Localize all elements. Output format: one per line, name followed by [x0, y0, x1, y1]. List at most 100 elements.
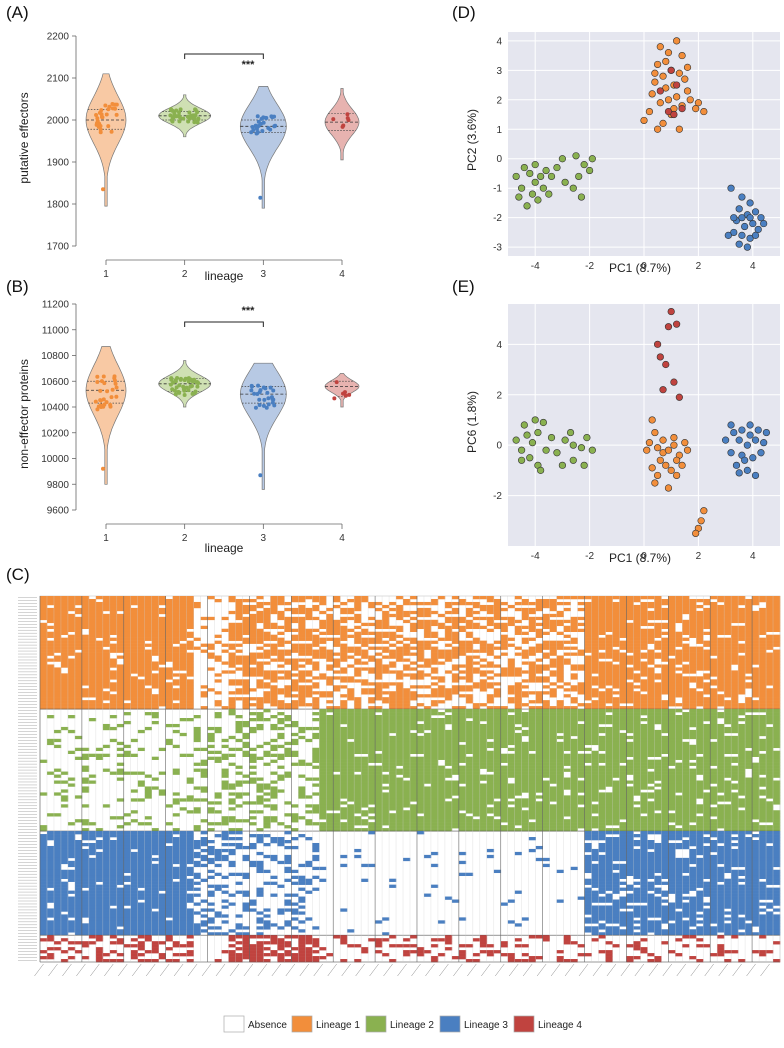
heatmap-cell — [131, 703, 138, 706]
heatmap-cell — [578, 775, 585, 778]
heatmap-cell — [89, 599, 96, 602]
heatmap-cell — [131, 679, 138, 682]
heatmap-cell — [522, 608, 529, 611]
heatmap-cell — [452, 742, 459, 745]
heatmap-cell — [166, 626, 173, 629]
heatmap-cell — [647, 760, 654, 763]
heatmap-cell — [605, 650, 612, 653]
heatmap-cell — [277, 688, 284, 691]
heatmap-cell — [724, 712, 731, 715]
heatmap-cell — [215, 656, 222, 659]
heatmap-cell — [75, 635, 82, 638]
heatmap-cell — [354, 751, 361, 754]
heatmap-cell — [40, 682, 47, 685]
heatmap-cell — [256, 724, 263, 727]
y-tick-label: -2 — [493, 491, 502, 502]
heatmap-cell — [249, 638, 256, 641]
heatmap-cell — [668, 658, 675, 661]
heatmap-cell — [277, 599, 284, 602]
heatmap-cell — [145, 775, 152, 778]
heatmap-cell — [487, 620, 494, 623]
heatmap-cell — [263, 661, 270, 664]
heatmap-cell — [550, 623, 557, 626]
heatmap-cell — [424, 733, 431, 736]
heatmap-cell — [389, 754, 396, 757]
point-lineage-2 — [535, 429, 542, 436]
heatmap-cell — [640, 682, 647, 685]
heatmap-cell — [242, 691, 249, 694]
data-point — [262, 398, 266, 402]
heatmap-cell — [82, 700, 89, 703]
heatmap-cell — [284, 754, 291, 757]
heatmap-cell — [703, 745, 710, 748]
heatmap-cell — [103, 676, 110, 679]
heatmap-cell — [654, 733, 661, 736]
heatmap-cell — [550, 658, 557, 661]
heatmap-cell — [375, 772, 382, 775]
heatmap-cell — [333, 775, 340, 778]
x-tick-label: -4 — [531, 551, 540, 562]
heatmap-cell — [598, 721, 605, 724]
heatmap-cell — [242, 733, 249, 736]
heatmap-cell — [466, 602, 473, 605]
heatmap-cell — [598, 709, 605, 712]
heatmap-cell — [473, 736, 480, 739]
heatmap-cell — [640, 760, 647, 763]
heatmap-cell — [82, 679, 89, 682]
heatmap-cell — [766, 682, 773, 685]
heatmap-cell — [494, 641, 501, 644]
data-point — [103, 103, 107, 107]
heatmap-cell — [668, 632, 675, 635]
heatmap-cell — [682, 679, 689, 682]
heatmap-cell — [61, 673, 68, 676]
heatmap-cell — [529, 772, 536, 775]
heatmap-cell — [354, 721, 361, 724]
heatmap-cell — [640, 703, 647, 706]
heatmap-cell — [640, 623, 647, 626]
heatmap-cell — [543, 742, 550, 745]
heatmap-cell — [194, 769, 201, 772]
heatmap-cell — [459, 685, 466, 688]
heatmap-cell — [773, 742, 780, 745]
heatmap-cell — [647, 605, 654, 608]
heatmap-cell — [550, 661, 557, 664]
heatmap-cell — [173, 658, 180, 661]
heatmap-cell — [522, 733, 529, 736]
heatmap-cell — [235, 721, 242, 724]
heatmap-cell — [431, 760, 438, 763]
heatmap-cell — [473, 623, 480, 626]
heatmap-cell — [543, 656, 550, 659]
heatmap-cell — [166, 685, 173, 688]
heatmap-cell — [242, 661, 249, 664]
heatmap-cell — [117, 703, 124, 706]
heatmap-cell — [333, 623, 340, 626]
heatmap-cell — [291, 754, 298, 757]
heatmap-cell — [585, 641, 592, 644]
heatmap-cell — [152, 700, 159, 703]
heatmap-cell — [494, 694, 501, 697]
heatmap-cell — [598, 611, 605, 614]
heatmap-cell — [61, 596, 68, 599]
heatmap-cell — [605, 647, 612, 650]
point-lineage-1 — [701, 507, 708, 514]
heatmap-cell — [710, 653, 717, 656]
point-lineage-3 — [736, 241, 743, 248]
heatmap-cell — [640, 673, 647, 676]
heatmap-cell — [242, 667, 249, 670]
heatmap-cell — [605, 629, 612, 632]
heatmap-cell — [138, 673, 145, 676]
heatmap-cell — [396, 691, 403, 694]
point-lineage-1 — [662, 58, 669, 65]
heatmap-cell — [557, 730, 564, 733]
heatmap-cell — [675, 599, 682, 602]
heatmap-cell — [361, 641, 368, 644]
heatmap-cell — [361, 766, 368, 769]
heatmap-cell — [263, 623, 270, 626]
heatmap-cell — [682, 670, 689, 673]
heatmap-cell — [82, 656, 89, 659]
heatmap-cell — [612, 709, 619, 712]
heatmap-cell — [738, 724, 745, 727]
heatmap-cell — [452, 739, 459, 742]
heatmap-cell — [235, 748, 242, 751]
heatmap-cell — [612, 700, 619, 703]
